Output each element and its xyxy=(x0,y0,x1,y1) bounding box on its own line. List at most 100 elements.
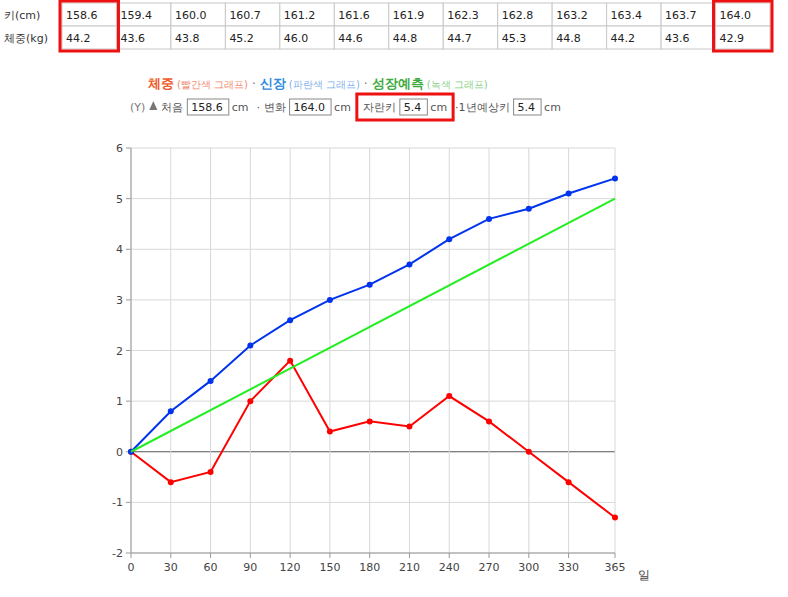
tick-label: 0 xyxy=(128,561,135,574)
tick xyxy=(528,553,529,558)
point xyxy=(247,342,253,348)
tick xyxy=(449,553,450,558)
point xyxy=(287,358,293,364)
grid-line xyxy=(210,148,211,553)
point xyxy=(446,393,452,399)
table-cell xyxy=(280,3,334,26)
tick xyxy=(329,553,330,558)
point xyxy=(566,191,572,197)
point xyxy=(612,175,618,181)
legend-name: 체중 xyxy=(147,76,174,91)
value-box xyxy=(290,99,332,115)
point xyxy=(168,479,174,485)
grid-line xyxy=(131,148,615,149)
table-cell xyxy=(171,3,225,26)
highlight-box xyxy=(714,1,772,51)
point xyxy=(367,418,373,424)
page: 키(cm)158.6159.4160.0160.7161.2161.6161.9… xyxy=(0,0,788,597)
value-box xyxy=(514,99,542,115)
cell-value: 44.2 xyxy=(611,32,636,45)
grid-line xyxy=(369,148,370,553)
tick-label: 120 xyxy=(280,561,301,574)
table-cell xyxy=(552,26,606,49)
grid-line xyxy=(131,249,615,250)
tick xyxy=(170,553,171,558)
tick xyxy=(126,299,131,300)
point xyxy=(327,297,333,303)
grid xyxy=(126,148,615,558)
cell-value: 162.8 xyxy=(502,9,534,22)
table-cell xyxy=(389,3,443,26)
tick xyxy=(290,553,291,558)
grid-line xyxy=(449,148,450,553)
tick-label: 90 xyxy=(243,561,257,574)
cell-value: 160.7 xyxy=(229,9,261,22)
tick xyxy=(126,148,131,149)
cell-value: 44.6 xyxy=(338,32,363,45)
summary-label: · 변화 xyxy=(257,101,286,114)
row-label: 체중(kg) xyxy=(4,32,48,45)
point xyxy=(208,469,214,475)
grid-line xyxy=(489,148,490,553)
table-cell xyxy=(225,26,279,49)
legend-header: 체중(빨간색 그래프)·신장(파란색 그래프)·성장예측(녹색 그래프) xyxy=(147,76,488,91)
table-cell xyxy=(171,26,225,49)
cell-value: 161.2 xyxy=(284,9,316,22)
cell-value: 160.0 xyxy=(175,9,207,22)
point xyxy=(327,429,333,435)
summary-label: ·1년예상키 xyxy=(455,101,510,114)
table-cell xyxy=(334,3,388,26)
series-line xyxy=(131,199,615,452)
point xyxy=(486,418,492,424)
point xyxy=(406,423,412,429)
x-axis xyxy=(131,553,615,554)
grid-line xyxy=(250,148,251,553)
tick-label: 4 xyxy=(116,243,123,256)
summary-label: cm xyxy=(544,101,561,114)
tick-label: 210 xyxy=(399,561,420,574)
table-cell xyxy=(62,26,116,49)
summary-label: cm xyxy=(430,101,447,114)
grid-line xyxy=(131,451,615,452)
summary-label: cm xyxy=(232,101,249,114)
grid-line xyxy=(131,198,615,199)
cell-value: 163.2 xyxy=(556,9,588,22)
y-axis xyxy=(131,148,132,553)
axis-title: 일 xyxy=(638,568,650,582)
cell-value: 161.9 xyxy=(393,9,425,22)
table-cell xyxy=(661,26,715,49)
cell-value: 162.3 xyxy=(447,9,479,22)
legend-note: (파란색 그래프) xyxy=(289,79,360,90)
value-box xyxy=(400,99,428,115)
row-label: 키(cm) xyxy=(4,9,40,22)
point xyxy=(612,515,618,521)
highlight-box xyxy=(60,1,118,51)
tick-label: 270 xyxy=(479,561,500,574)
tick xyxy=(615,553,616,558)
tick-label: 30 xyxy=(164,561,178,574)
cell-value: 161.6 xyxy=(338,9,370,22)
legend-name: 신장 xyxy=(260,76,286,91)
cell-value: 158.6 xyxy=(66,9,98,22)
separator: · xyxy=(364,77,368,91)
summary-value: 164.0 xyxy=(294,101,326,114)
tick xyxy=(489,553,490,558)
point xyxy=(566,479,572,485)
cell-value: 44.7 xyxy=(447,32,472,45)
tick-label: 365 xyxy=(605,561,626,574)
series-line xyxy=(131,178,615,451)
summary-value: 5.4 xyxy=(404,101,422,114)
tick xyxy=(250,553,251,558)
grid-line xyxy=(409,148,410,553)
table-cell xyxy=(280,26,334,49)
table-cell xyxy=(607,26,661,49)
icon xyxy=(149,101,157,110)
tick-label: 150 xyxy=(319,561,340,574)
grid-line xyxy=(131,350,615,351)
tick-label: 6 xyxy=(116,142,123,155)
tick-label: 2 xyxy=(116,345,123,358)
tick-label: 5 xyxy=(116,193,123,206)
cell-value: 46.0 xyxy=(284,32,309,45)
summary-value: 158.6 xyxy=(191,101,223,114)
table-cell xyxy=(661,3,715,26)
